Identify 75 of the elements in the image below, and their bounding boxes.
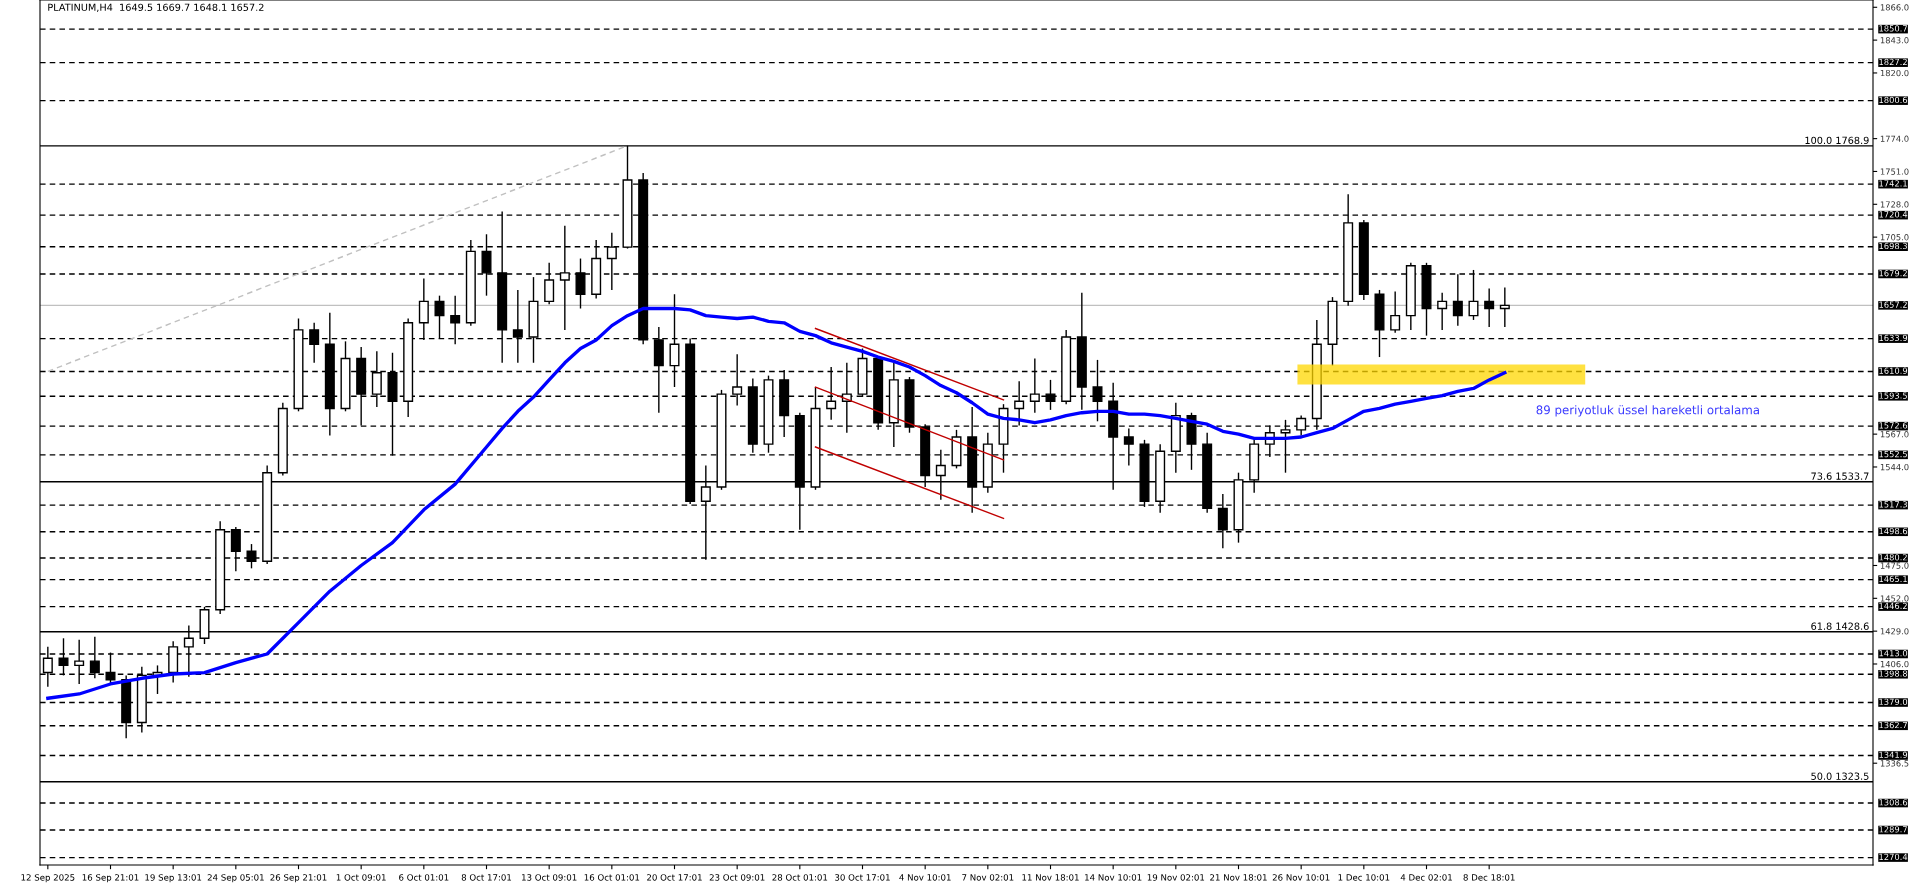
y-tick-label: 1820.0 — [1880, 69, 1909, 77]
x-tick-label: 13 Oct 09:01 — [522, 874, 577, 881]
y-tick-label: 1728.0 — [1880, 201, 1909, 208]
x-tick-label: 1 Dec 10:01 — [1338, 874, 1390, 881]
ref-line-label: 1633.9 — [1879, 334, 1908, 342]
y-tick-label: 1774.0 — [1880, 135, 1909, 142]
x-tick-label: 16 Oct 01:01 — [584, 874, 640, 881]
ref-line-label: 1480.2 — [1879, 554, 1907, 561]
x-tick-label: 7 Nov 02:01 — [962, 874, 1014, 881]
y-tick-label: 1452.0 — [1880, 595, 1909, 602]
ref-line-label: 1679.2 — [1879, 270, 1907, 277]
ref-line-label: 1850.7 — [1879, 25, 1907, 32]
candlestick — [1390, 290, 1401, 334]
ref-line-label: 1698.3 — [1879, 242, 1907, 250]
chart-title: PLATINUM,H4 1649.5 1669.7 1648.1 1657.2 — [48, 3, 264, 12]
y-tick-label: 1544.0 — [1880, 463, 1909, 471]
y-tick-label: 1429.0 — [1880, 628, 1909, 635]
x-tick-label: 16 Sep 21:01 — [82, 874, 139, 883]
ref-line-label: 1446.2 — [1879, 602, 1907, 610]
line-series — [46, 306, 1507, 700]
y-tick-label: 1567.0 — [1880, 431, 1909, 438]
ref-line-label: 1341.9 — [1879, 751, 1908, 758]
ref-line-label: 1398.8 — [1879, 670, 1908, 677]
ref-line-label: 1827.2 — [1879, 58, 1907, 66]
ref-line-label: 1552.5 — [1879, 450, 1907, 458]
x-tick-label: 30 Oct 17:01 — [835, 874, 890, 881]
ref-line-label: 61.8 1428.6 — [1811, 622, 1869, 630]
candlestick — [1499, 286, 1510, 328]
x-tick-label: 24 Sep 05:01 — [207, 874, 264, 883]
x-tick-label: 8 Dec 18:01 — [1463, 874, 1515, 881]
ref-line-label: 1413.0 — [1879, 650, 1908, 657]
ref-line-label: 1379.0 — [1879, 698, 1908, 705]
ref-line-label: 1720.4 — [1879, 211, 1908, 218]
ref-line-label: 1657.2 — [1879, 301, 1907, 308]
ref-line-label: 1610.9 — [1879, 367, 1908, 374]
y-tick-label: 1866.0 — [1880, 4, 1909, 11]
ref-line-label: 1498.6 — [1879, 527, 1908, 535]
x-tick-label: 11 Nov 18:01 — [1022, 874, 1079, 881]
annotation: 89 periyotluk üssel hareketli ortalama — [1536, 405, 1759, 417]
ref-line-label: 1362.7 — [1879, 721, 1907, 729]
ref-line-label: 1593.5 — [1879, 392, 1907, 399]
x-tick-label: 26 Nov 10:01 — [1272, 874, 1330, 881]
ref-line-label: 1572.6 — [1879, 422, 1908, 429]
ref-line-label: 1465.1 — [1879, 575, 1907, 583]
x-tick-label: 1 Oct 09:01 — [336, 874, 386, 881]
x-tick-label: 26 Sep 21:01 — [270, 874, 327, 883]
ref-line-label: 50.0 1323.5 — [1811, 772, 1869, 780]
x-tick-label: 6 Oct 01:01 — [399, 874, 449, 881]
x-tick-label: 21 Nov 18:01 — [1210, 874, 1267, 881]
ref-line-label: 1308.6 — [1879, 799, 1908, 806]
x-tick-label: 4 Dec 02:01 — [1400, 874, 1452, 881]
candlestick — [1484, 287, 1495, 328]
x-tick-label: 19 Sep 13:01 — [145, 874, 202, 883]
ref-line-label: 1270.4 — [1879, 853, 1908, 860]
x-tick-label: 14 Nov 10:01 — [1085, 874, 1142, 881]
ref-line-label: 1289.7 — [1879, 826, 1907, 833]
y-tick-label: 1843.0 — [1880, 37, 1909, 44]
y-tick-label: 1705.0 — [1880, 234, 1909, 241]
x-tick-label: 28 Oct 01:01 — [772, 874, 828, 881]
x-tick-label: 8 Oct 17:01 — [461, 874, 512, 881]
x-tick-label: 19 Nov 02:01 — [1147, 874, 1205, 881]
y-tick-label: 1475.0 — [1880, 562, 1909, 569]
ref-line-label: 100.0 1768.9 — [1805, 136, 1869, 145]
x-tick-label: 12 Sep 2025 — [21, 874, 75, 883]
x-tick-label: 23 Oct 09:01 — [709, 874, 765, 881]
x-tick-label: 20 Oct 17:01 — [647, 874, 702, 881]
y-tick-label: 1406.0 — [1880, 660, 1909, 668]
candlestick — [1437, 292, 1448, 331]
ref-line-label: 1517.3 — [1879, 501, 1907, 508]
x-tick-label: 4 Nov 10:01 — [899, 874, 951, 881]
y-tick-label: 1751.0 — [1880, 168, 1909, 175]
ref-line-label: 73.6 1533.7 — [1811, 472, 1869, 480]
ref-line-label: 1800.6 — [1879, 96, 1908, 104]
ref-line-label: 1742.1 — [1879, 180, 1907, 187]
y-tick-label: 1336.5 — [1880, 760, 1909, 767]
